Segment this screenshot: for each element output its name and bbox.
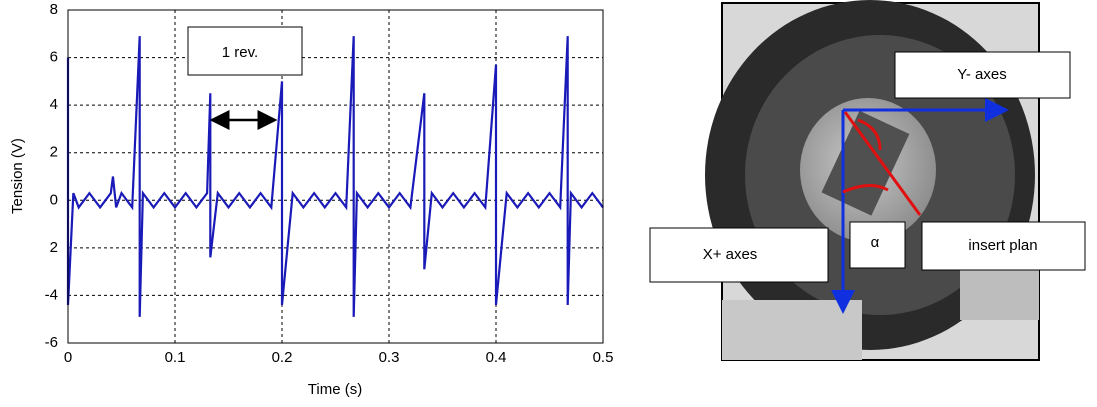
label-box xyxy=(921,221,1086,271)
y-tick-label: 2 xyxy=(50,144,58,161)
x-tick-label: 0.4 xyxy=(486,349,507,366)
x-axis-label: Time (s) xyxy=(308,381,362,398)
angle-arc-top xyxy=(857,118,882,151)
label-box xyxy=(894,51,1071,99)
y-tick-label: -4 xyxy=(45,286,58,303)
annotation: 1 rev. xyxy=(222,44,258,61)
insert-line xyxy=(843,111,922,216)
y-tick-label: 0 xyxy=(50,191,58,208)
photo-label: α xyxy=(871,234,880,251)
x-tick-label: 0.3 xyxy=(379,349,400,366)
plot-frame xyxy=(67,9,604,344)
y-tick-label: 8 xyxy=(50,1,58,18)
x-tick-label: 0.5 xyxy=(593,349,614,366)
base xyxy=(722,300,862,360)
y-tick-label: 2 xyxy=(50,239,58,256)
x-tick-label: 0.1 xyxy=(165,349,186,366)
annotation-box xyxy=(187,26,303,76)
plot-area xyxy=(68,10,603,343)
y-axis-label: Tension (V) xyxy=(9,138,26,214)
photo-label: insert plan xyxy=(968,237,1037,254)
x-tick-label: 0.2 xyxy=(272,349,293,366)
label-box xyxy=(849,221,906,269)
y-tick-label: 4 xyxy=(50,96,58,113)
y-tick-label: 6 xyxy=(50,49,58,66)
angle-arc xyxy=(842,184,889,194)
photo-label: X+ axes xyxy=(703,246,758,263)
label-box xyxy=(649,227,829,283)
signal-line xyxy=(66,36,604,317)
plot: -6 -4 2 0 2 4 6 8 0 0.1 0.2 0.3 0.4 0.5 xyxy=(45,1,614,366)
photo-label: Y- axes xyxy=(957,66,1006,83)
y-tick-label: -6 xyxy=(45,334,58,351)
x-tick-label: 0 xyxy=(64,349,72,366)
